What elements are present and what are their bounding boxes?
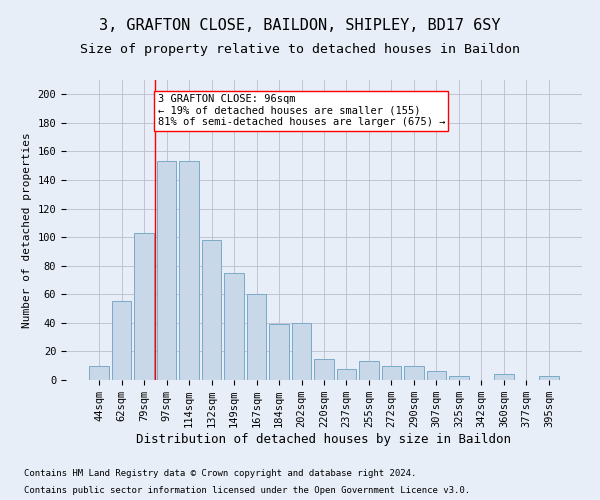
Bar — [292, 323, 311, 380]
Bar — [494, 374, 514, 380]
Y-axis label: Number of detached properties: Number of detached properties — [22, 132, 32, 328]
Bar — [337, 368, 356, 380]
Bar — [427, 372, 446, 380]
Bar — [269, 324, 289, 380]
Bar — [247, 294, 266, 380]
Text: Size of property relative to detached houses in Baildon: Size of property relative to detached ho… — [80, 42, 520, 56]
Bar — [539, 376, 559, 380]
Bar — [202, 240, 221, 380]
Bar — [112, 302, 131, 380]
Bar — [134, 233, 154, 380]
Text: 3 GRAFTON CLOSE: 96sqm
← 19% of detached houses are smaller (155)
81% of semi-de: 3 GRAFTON CLOSE: 96sqm ← 19% of detached… — [158, 94, 445, 128]
Bar — [382, 366, 401, 380]
Bar — [179, 162, 199, 380]
Bar — [224, 273, 244, 380]
Bar — [404, 366, 424, 380]
Bar — [449, 376, 469, 380]
Bar — [314, 358, 334, 380]
Text: 3, GRAFTON CLOSE, BAILDON, SHIPLEY, BD17 6SY: 3, GRAFTON CLOSE, BAILDON, SHIPLEY, BD17… — [99, 18, 501, 32]
Bar — [359, 362, 379, 380]
X-axis label: Distribution of detached houses by size in Baildon: Distribution of detached houses by size … — [137, 433, 511, 446]
Bar — [157, 162, 176, 380]
Text: Contains HM Land Registry data © Crown copyright and database right 2024.: Contains HM Land Registry data © Crown c… — [24, 468, 416, 477]
Bar — [89, 366, 109, 380]
Text: Contains public sector information licensed under the Open Government Licence v3: Contains public sector information licen… — [24, 486, 470, 495]
